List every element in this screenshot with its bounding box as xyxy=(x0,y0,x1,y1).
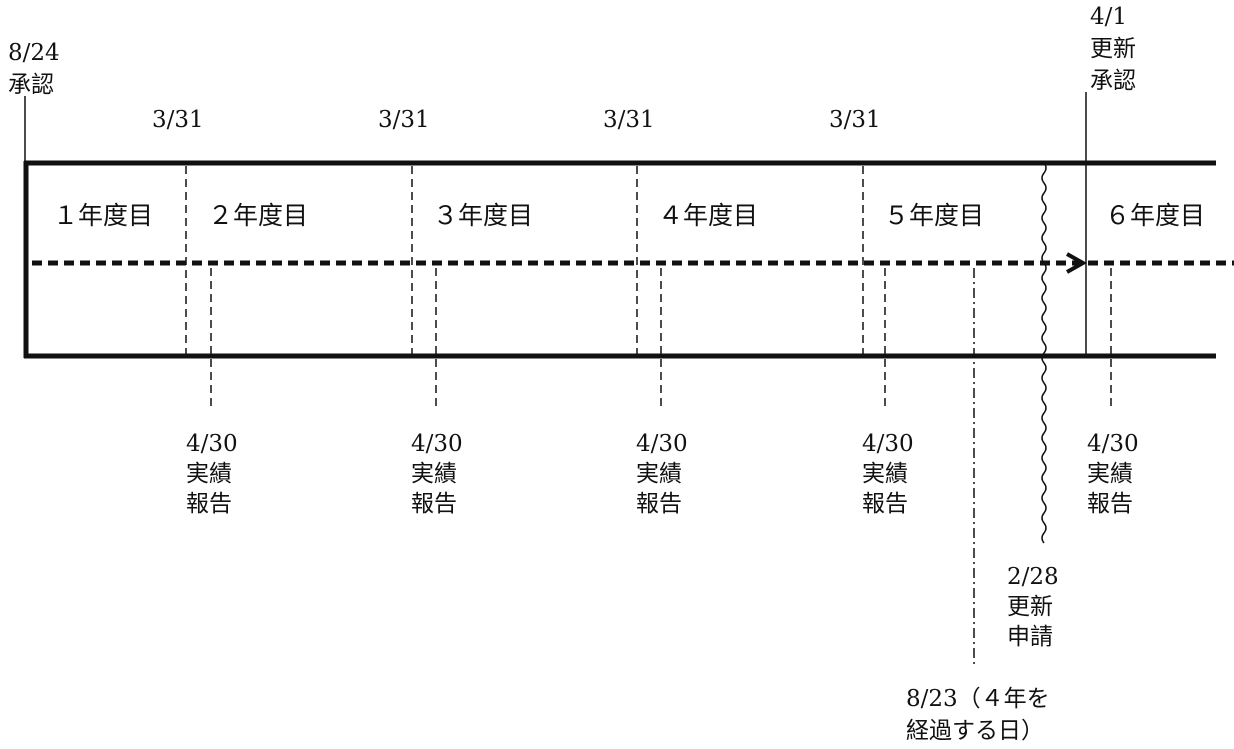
year-label-6: ６年度目 xyxy=(1105,201,1205,230)
year-label-5: ５年度目 xyxy=(884,201,984,230)
renewal-approval-line1: 更新 xyxy=(1090,36,1136,62)
report-line2-4: 報告 xyxy=(862,491,908,517)
fy-end-label-2: 3/31 xyxy=(378,107,430,133)
year-label-4: ４年度目 xyxy=(658,201,758,230)
wavy-break-line xyxy=(1041,162,1047,544)
report-line1-5: 実績 xyxy=(1087,461,1133,487)
report-date-2: 4/30 xyxy=(411,431,463,457)
four-year-mark-line2: 経過する日） xyxy=(906,718,1044,744)
renewal-application-line1: 更新 xyxy=(1007,594,1053,620)
report-line1-1: 実績 xyxy=(186,461,232,487)
report-line2-1: 報告 xyxy=(186,491,232,517)
renewal-approval-date: 4/1 xyxy=(1090,4,1127,30)
year-label-2: ２年度目 xyxy=(208,201,308,230)
report-line1-3: 実績 xyxy=(636,461,682,487)
fy-end-label-1: 3/31 xyxy=(152,107,204,133)
approval-label: 承認 xyxy=(8,72,54,98)
fy-end-label-4: 3/31 xyxy=(829,107,881,133)
report-date-1: 4/30 xyxy=(186,431,238,457)
report-date-5: 4/30 xyxy=(1087,431,1139,457)
report-line2-5: 報告 xyxy=(1087,491,1133,517)
approval-date: 8/24 xyxy=(8,40,60,66)
fy-end-label-3: 3/31 xyxy=(603,107,655,133)
year-label-1: １年度目 xyxy=(53,201,153,230)
report-line2-3: 報告 xyxy=(636,491,682,517)
report-date-4: 4/30 xyxy=(862,431,914,457)
year-label-3: ３年度目 xyxy=(433,201,533,230)
report-date-3: 4/30 xyxy=(636,431,688,457)
renewal-approval-line2: 承認 xyxy=(1090,68,1136,94)
renewal-application-date: 2/28 xyxy=(1007,564,1059,590)
timeline-arrowhead xyxy=(1066,252,1088,274)
report-line1-4: 実績 xyxy=(862,461,908,487)
renewal-application-line2: 申請 xyxy=(1007,624,1053,650)
report-line2-2: 報告 xyxy=(411,491,457,517)
four-year-mark-line1: 8/23（４年を xyxy=(906,686,1050,712)
report-line1-2: 実績 xyxy=(411,461,457,487)
